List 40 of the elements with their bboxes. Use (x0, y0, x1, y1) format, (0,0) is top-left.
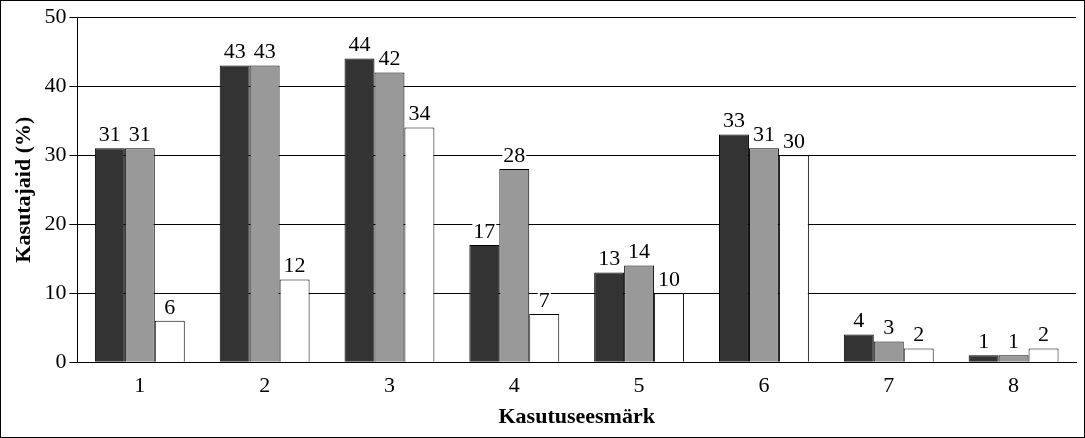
data-label: 28 (503, 141, 526, 167)
y-tick-label: 50 (44, 2, 67, 28)
y-tick-label: 40 (44, 71, 67, 97)
x-tick-label: 5 (633, 372, 645, 398)
y-tick-label: 20 (44, 209, 67, 235)
data-label: 3 (883, 314, 895, 340)
x-tick-label: 1 (134, 372, 146, 398)
data-label: 1 (978, 328, 990, 354)
data-label: 42 (378, 45, 401, 71)
data-label: 31 (752, 121, 775, 147)
y-tick-label: 10 (44, 278, 67, 304)
data-label: 13 (598, 245, 621, 271)
data-label: 4 (853, 307, 865, 333)
data-label: 31 (98, 121, 121, 147)
data-label: 6 (164, 293, 176, 319)
y-axis-title: Kasutajaid (%) (9, 116, 35, 263)
data-label: 2 (1038, 321, 1050, 347)
x-tick-label: 6 (758, 372, 770, 398)
data-label: 1 (1008, 328, 1020, 354)
data-label: 44 (348, 31, 371, 57)
x-tick-label: 2 (259, 372, 271, 398)
data-label: 14 (628, 238, 651, 264)
data-label: 17 (473, 217, 496, 243)
x-tick-label: 3 (383, 372, 395, 398)
data-label: 2 (913, 321, 925, 347)
x-tick-label: 7 (883, 372, 895, 398)
data-label: 12 (283, 252, 306, 278)
data-label: 31 (128, 121, 151, 147)
data-label: 33 (722, 107, 745, 133)
data-label: 7 (538, 286, 550, 312)
y-tick-label: 0 (55, 347, 67, 373)
x-tick-label: 4 (508, 372, 520, 398)
x-axis-title: Kasutuseesmärk (498, 403, 656, 429)
data-label: 30 (782, 127, 805, 153)
data-label: 10 (658, 265, 681, 291)
y-tick-label: 30 (44, 140, 67, 166)
x-tick-label: 8 (1008, 372, 1020, 398)
data-label: 43 (223, 38, 246, 64)
data-label: 34 (408, 100, 431, 126)
data-label: 43 (253, 38, 276, 64)
